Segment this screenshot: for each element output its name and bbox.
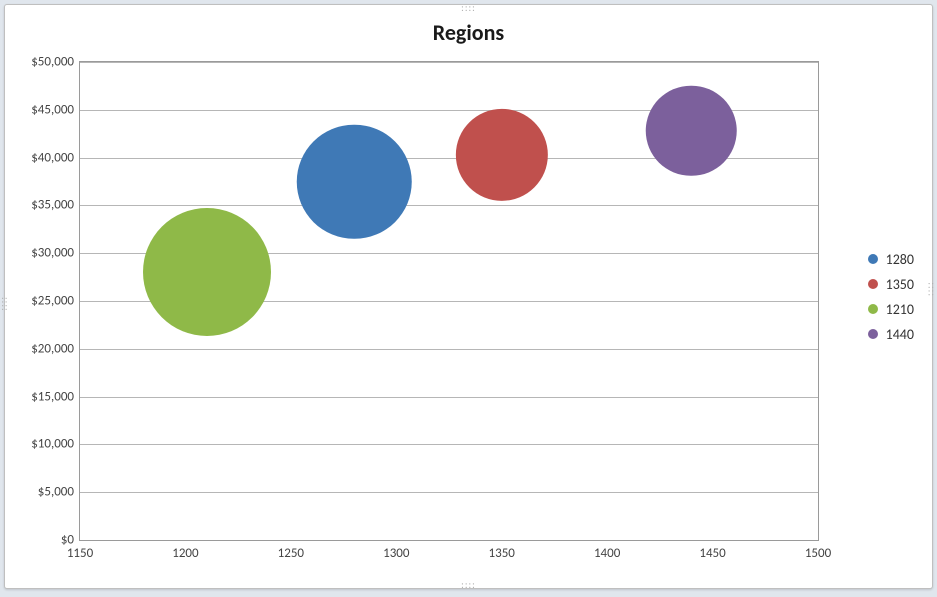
gridline-y [80,444,818,445]
bubble-series-1210[interactable] [143,208,271,336]
gridline-y [80,349,818,350]
x-axis-tick-label: 1150 [67,546,93,561]
chart-frame: :::: :::: :::: :::: Regions $0$5,000$10,… [4,4,933,589]
x-axis-tick-label: 1500 [805,546,831,561]
bubble-series-1280[interactable] [297,124,411,238]
legend-swatch-icon [868,279,878,289]
y-axis-tick-label: $10,000 [14,437,74,452]
legend-swatch-icon [868,254,878,264]
y-axis-tick-label: $30,000 [14,246,74,261]
x-axis-tick-label: 1250 [278,546,304,561]
x-axis-tick-label: 1200 [172,546,198,561]
chart-title: Regions [5,19,932,46]
gridline-y [80,62,818,63]
bubble-series-1440[interactable] [646,86,737,177]
y-axis-tick-label: $25,000 [14,294,74,309]
drag-handle-right[interactable]: :::: [927,282,937,297]
y-axis-tick-label: $35,000 [14,198,74,213]
x-axis-tick-label: 1400 [594,546,620,561]
legend-label: 1280 [886,251,914,268]
bubble-series-1350[interactable] [456,109,548,201]
legend-item-1350[interactable]: 1350 [868,276,914,293]
legend-label: 1440 [886,326,914,343]
drag-handle-top[interactable]: :::: [461,3,476,13]
drag-handle-left[interactable]: :::: [0,297,10,312]
legend-label: 1210 [886,301,914,318]
legend: 1280 1350 1210 1440 [868,243,914,351]
gridline-y [80,205,818,206]
x-axis-tick-label: 1450 [699,546,725,561]
y-axis-tick-label: $45,000 [14,102,74,117]
legend-item-1440[interactable]: 1440 [868,326,914,343]
x-axis-tick-label: 1300 [383,546,409,561]
legend-item-1280[interactable]: 1280 [868,251,914,268]
y-axis-tick-label: $0 [14,533,74,548]
plot-area: $0$5,000$10,000$15,000$20,000$25,000$30,… [79,61,819,541]
x-axis-tick-label: 1350 [489,546,515,561]
gridline-y [80,492,818,493]
y-axis-tick-label: $40,000 [14,150,74,165]
y-axis-tick-label: $15,000 [14,389,74,404]
legend-item-1210[interactable]: 1210 [868,301,914,318]
y-axis-tick-label: $50,000 [14,55,74,70]
gridline-y [80,397,818,398]
legend-swatch-icon [868,329,878,339]
legend-swatch-icon [868,304,878,314]
y-axis-tick-label: $5,000 [14,485,74,500]
drag-handle-bottom[interactable]: :::: [461,580,476,590]
y-axis-tick-label: $20,000 [14,341,74,356]
legend-label: 1350 [886,276,914,293]
